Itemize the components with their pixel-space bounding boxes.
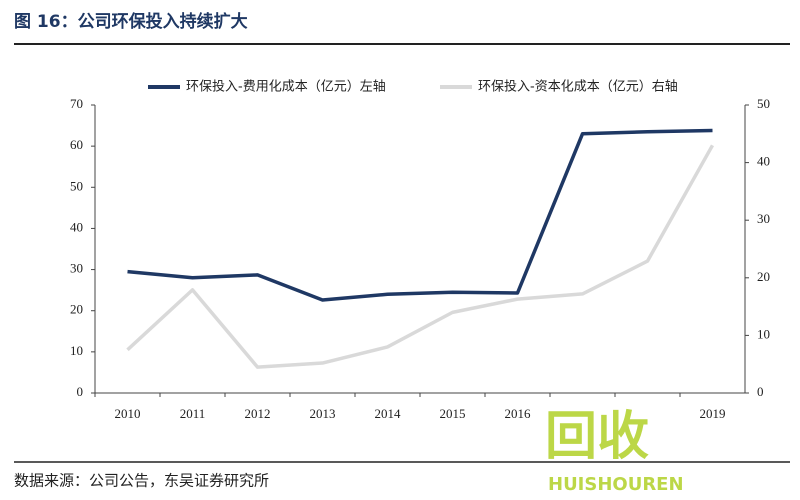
- x-tick-label: 2011: [180, 406, 206, 421]
- x-tick-label: 2014: [375, 406, 402, 421]
- x-tick-label: 2012: [245, 406, 271, 421]
- watermark-subtext: HUISHOUREN: [548, 474, 684, 495]
- x-tick-label: 2019: [700, 406, 726, 421]
- x-tick-label: 2016: [505, 406, 532, 421]
- x-tick-label: 2015: [440, 406, 466, 421]
- y-tick-label: 40: [70, 219, 83, 234]
- y2-tick-label: 0: [757, 384, 764, 399]
- series-line: [127, 128, 713, 302]
- source-note: 数据来源：公司公告，东吴证券研究所: [14, 472, 269, 490]
- y-tick-label: 70: [70, 96, 83, 111]
- y-tick-label: 20: [70, 302, 83, 317]
- y-tick-label: 30: [70, 261, 83, 276]
- y-tick-label: 10: [70, 343, 83, 358]
- x-tick-label: 2010: [115, 406, 141, 421]
- y2-tick-label: 10: [757, 326, 770, 341]
- legend-label: 环保投入-费用化成本（亿元）左轴: [186, 79, 386, 95]
- y-tick-label: 0: [77, 384, 84, 399]
- x-tick-label: 2013: [310, 406, 336, 421]
- series-line: [126, 144, 715, 369]
- y-tick-label: 50: [70, 178, 83, 193]
- y-tick-label: 60: [70, 137, 83, 152]
- y2-tick-label: 20: [757, 269, 770, 284]
- watermark: 回收: [545, 407, 649, 467]
- y2-tick-label: 30: [757, 211, 770, 226]
- legend-label: 环保投入-资本化成本（亿元）右轴: [478, 79, 678, 95]
- y2-tick-label: 40: [757, 154, 770, 169]
- chart-title: 图 16：公司环保投入持续扩大: [14, 11, 248, 32]
- y2-tick-label: 50: [757, 96, 770, 111]
